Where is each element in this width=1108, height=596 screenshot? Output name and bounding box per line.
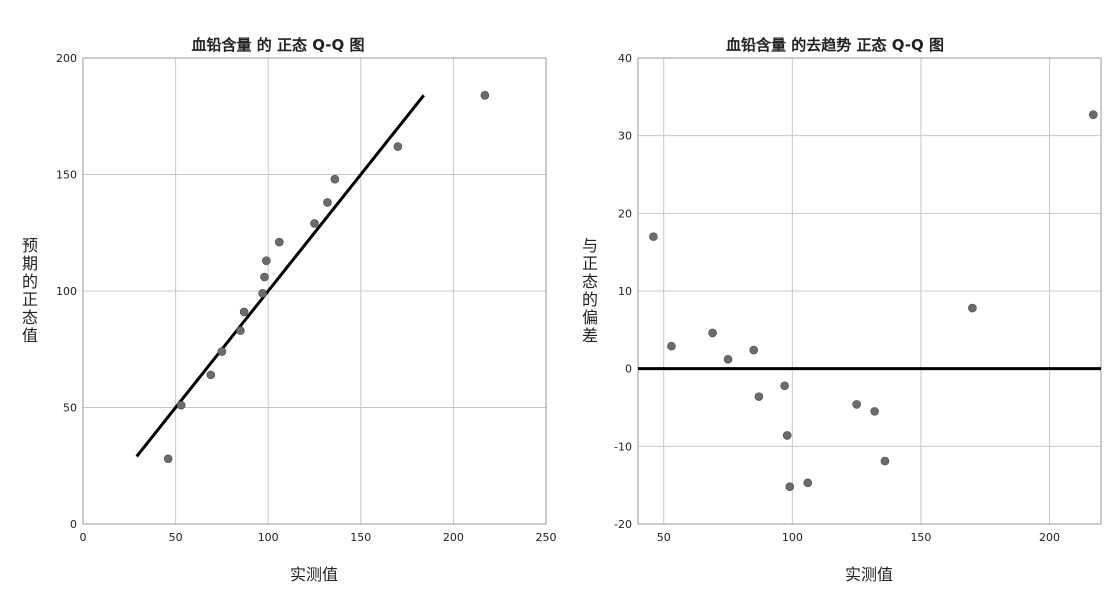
data-point <box>323 198 332 207</box>
chart-title: 血铅含量 的去趋势 正态 Q-Q 图 <box>726 36 944 54</box>
y-tick-label: -20 <box>614 518 632 531</box>
y-tick-label: 10 <box>618 285 632 298</box>
data-point <box>275 237 284 247</box>
normal-qq-chart: 血铅含量 的 正态 Q-Q 图 0 50 100 150 200 250 0 50 100 150… <box>22 36 557 584</box>
detrended-qq-chart: 血铅含量 的去趋势 正态 Q-Q 图 50 100 150 200 -20 -10 0 10 2… <box>582 36 1102 584</box>
data-point <box>310 219 319 228</box>
data-point <box>176 400 186 410</box>
y-axis-label: 与正态的偏差 <box>582 236 598 345</box>
x-tick-label: 50 <box>169 531 183 544</box>
x-tick-label: 250 <box>536 531 557 544</box>
data-point <box>262 256 271 266</box>
x-tick-label: 150 <box>910 531 931 544</box>
data-point <box>163 454 173 464</box>
data-point <box>330 174 340 184</box>
data-point <box>708 328 717 338</box>
plot-frame <box>637 57 1102 525</box>
data-point <box>754 392 764 401</box>
y-tick-label: 150 <box>56 169 77 182</box>
data-point <box>239 307 249 317</box>
data-point <box>217 347 227 356</box>
y-tick-label: 20 <box>618 207 632 220</box>
data-point <box>780 381 789 391</box>
data-point <box>870 407 879 416</box>
normal-reference-line <box>135 94 425 458</box>
data-point <box>968 303 977 313</box>
data-point <box>749 345 759 355</box>
data-point <box>258 289 267 298</box>
y-tick-label: 200 <box>56 52 77 65</box>
data-point <box>649 232 658 241</box>
data-point <box>723 355 733 364</box>
plot-frame <box>82 57 547 525</box>
y-tick-label: 0 <box>70 518 77 531</box>
data-point <box>1088 110 1098 119</box>
data-point <box>480 90 490 100</box>
y-axis-label: 预期的正态值 <box>22 236 38 345</box>
data-point <box>393 142 403 151</box>
y-tick-label: 50 <box>63 402 77 415</box>
x-tick-label: 100 <box>258 531 279 544</box>
data-point <box>880 456 890 466</box>
data-point <box>667 341 676 351</box>
y-tick-label: 0 <box>625 363 632 376</box>
data-point <box>782 431 792 440</box>
x-tick-label: 100 <box>782 531 803 544</box>
data-point <box>260 272 269 282</box>
x-axis-label: 实测值 <box>290 565 338 584</box>
data-point <box>236 326 245 335</box>
x-tick-label: 200 <box>1039 531 1060 544</box>
data-point <box>852 400 861 409</box>
y-tick-label: 30 <box>618 130 632 143</box>
x-tick-label: 200 <box>443 531 464 544</box>
chart-title: 血铅含量 的 正态 Q-Q 图 <box>192 36 365 54</box>
x-axis-label: 实测值 <box>845 565 893 584</box>
x-tick-label: 50 <box>657 531 671 544</box>
y-tick-label: 40 <box>618 52 632 65</box>
x-tick-label: 0 <box>80 531 87 544</box>
data-point <box>206 370 216 380</box>
y-tick-label: 100 <box>56 285 77 298</box>
data-point <box>785 482 795 492</box>
y-tick-label: -10 <box>614 440 632 453</box>
data-point <box>803 478 813 488</box>
x-tick-label: 150 <box>350 531 371 544</box>
